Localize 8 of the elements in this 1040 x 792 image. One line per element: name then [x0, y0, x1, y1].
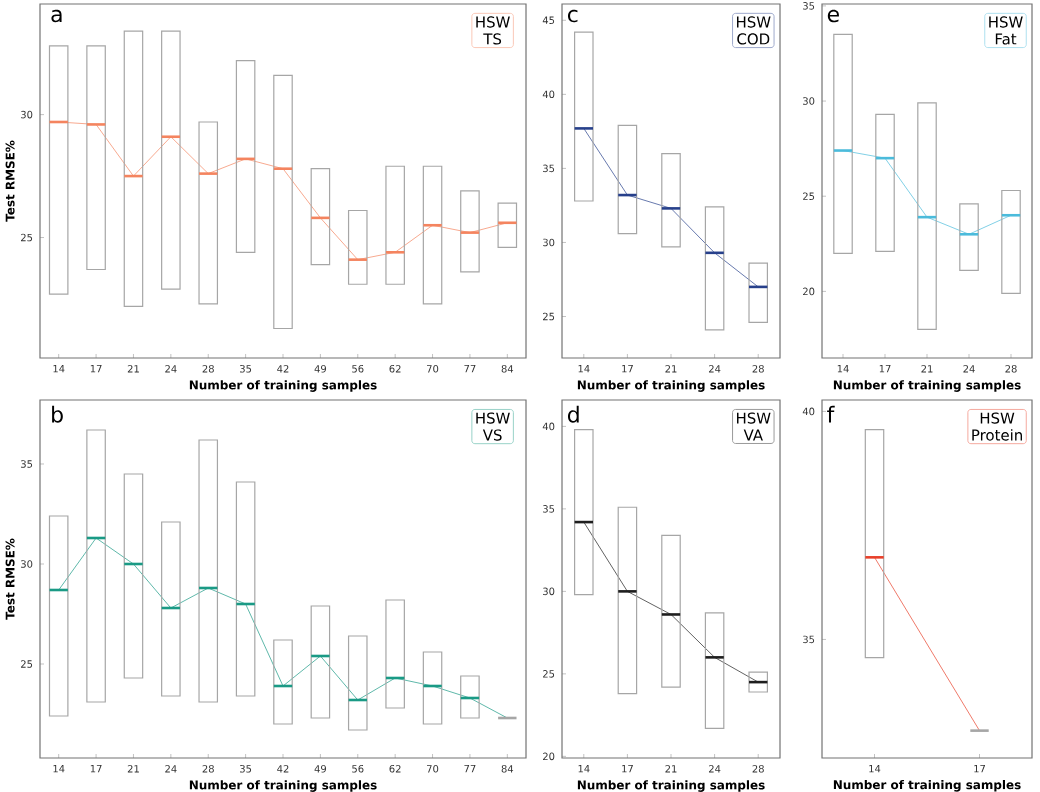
- annotation: a: [51, 9, 62, 23]
- annotation: e: [827, 9, 839, 23]
- annotation: c: [567, 9, 578, 23]
- annotation: d: [567, 405, 579, 423]
- line-series: [583, 128, 759, 288]
- line-series: [583, 521, 759, 683]
- annotation: b: [52, 405, 63, 423]
- annotation: f: [827, 405, 835, 423]
